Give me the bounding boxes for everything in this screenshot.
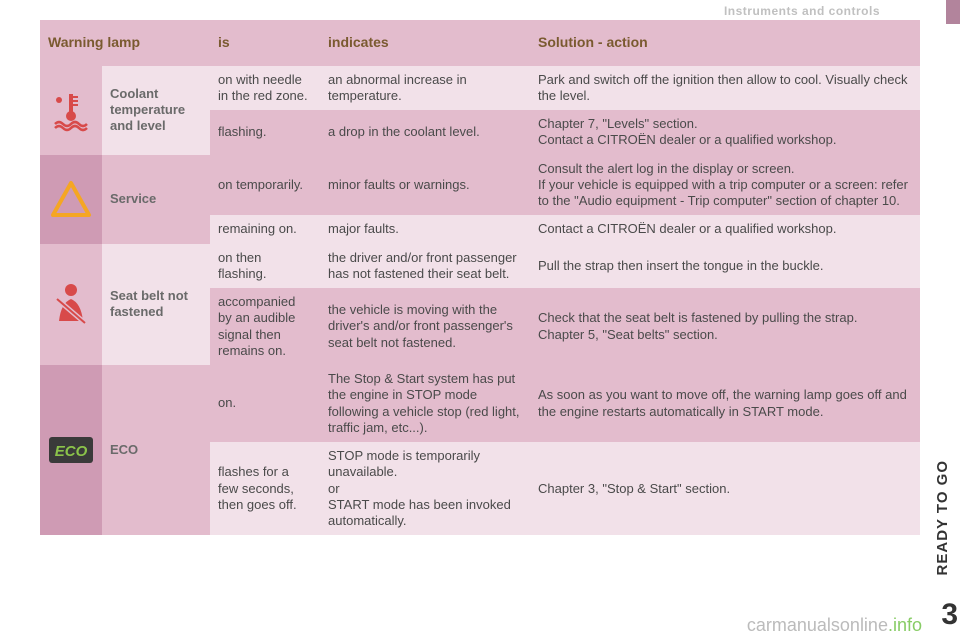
cell-solution: As soon as you want to move off, the war… xyxy=(530,365,920,442)
table-row: Seat belt not fastened on then flashing.… xyxy=(40,244,920,289)
service-name: Service xyxy=(102,155,210,244)
cell-is: accompanied by an audible signal then re… xyxy=(210,288,320,365)
table-row: Service on temporarily. minor faults or … xyxy=(40,155,920,216)
cell-is: on temporarily. xyxy=(210,155,320,216)
cell-is: remaining on. xyxy=(210,215,320,243)
chapter-number: 3 xyxy=(941,598,958,632)
cell-solution: Chapter 7, "Levels" section. Contact a C… xyxy=(530,110,920,155)
cell-is: flashes for a few seconds, then goes off… xyxy=(210,442,320,535)
cell-is: on. xyxy=(210,365,320,442)
service-icon-cell xyxy=(40,155,102,244)
eco-name: ECO xyxy=(102,365,210,535)
watermark-tld: .info xyxy=(888,615,922,635)
chapter-sidebar: READY TO GO 3 xyxy=(930,0,960,640)
cell-is: on with needle in the red zone. xyxy=(210,66,320,111)
coolant-temp-icon xyxy=(49,88,93,132)
seatbelt-icon-cell xyxy=(40,244,102,366)
eco-icon-cell: ECO xyxy=(40,365,102,535)
page-header: Instruments and controls xyxy=(724,4,880,18)
watermark-main: carmanualsonline xyxy=(747,615,888,635)
watermark: carmanualsonline.info xyxy=(747,615,922,636)
cell-is: flashing. xyxy=(210,110,320,155)
col-header-lamp: Warning lamp xyxy=(40,20,210,66)
cell-solution: Consult the alert log in the display or … xyxy=(530,155,920,216)
cell-indicates: major faults. xyxy=(320,215,530,243)
col-header-solution: Solution - action xyxy=(530,20,920,66)
service-warning-icon xyxy=(49,179,93,219)
cell-indicates: minor faults or warnings. xyxy=(320,155,530,216)
table-row: Coolant temperature and level on with ne… xyxy=(40,66,920,111)
cell-indicates: the driver and/or front passenger has no… xyxy=(320,244,530,289)
seatbelt-icon xyxy=(49,281,93,327)
cell-indicates: STOP mode is temporarily unavailable. or… xyxy=(320,442,530,535)
col-header-indicates: indicates xyxy=(320,20,530,66)
cell-indicates: The Stop & Start system has put the engi… xyxy=(320,365,530,442)
col-header-is: is xyxy=(210,20,320,66)
table-row: ECO ECO on. The Stop & Start system has … xyxy=(40,365,920,442)
accent-bar xyxy=(946,0,960,24)
cell-solution: Check that the seat belt is fastened by … xyxy=(530,288,920,365)
cell-indicates: an abnormal increase in temperature. xyxy=(320,66,530,111)
cell-solution: Pull the strap then insert the tongue in… xyxy=(530,244,920,289)
cell-indicates: the vehicle is moving with the driver's … xyxy=(320,288,530,365)
side-label: READY TO GO xyxy=(934,460,956,575)
cell-indicates: a drop in the coolant level. xyxy=(320,110,530,155)
cell-solution: Contact a CITROËN dealer or a qualified … xyxy=(530,215,920,243)
eco-icon: ECO xyxy=(47,433,95,467)
coolant-name: Coolant temperature and level xyxy=(102,66,210,155)
svg-text:ECO: ECO xyxy=(55,443,88,460)
page-content: Instruments and controls Warning lamp is… xyxy=(0,0,930,640)
warning-lamp-table: Warning lamp is indicates Solution - act… xyxy=(40,20,920,535)
seatbelt-name: Seat belt not fastened xyxy=(102,244,210,366)
cell-is: on then flashing. xyxy=(210,244,320,289)
coolant-icon-cell xyxy=(40,66,102,155)
table-header-row: Warning lamp is indicates Solution - act… xyxy=(40,20,920,66)
cell-solution: Chapter 3, "Stop & Start" section. xyxy=(530,442,920,535)
cell-solution: Park and switch off the ignition then al… xyxy=(530,66,920,111)
